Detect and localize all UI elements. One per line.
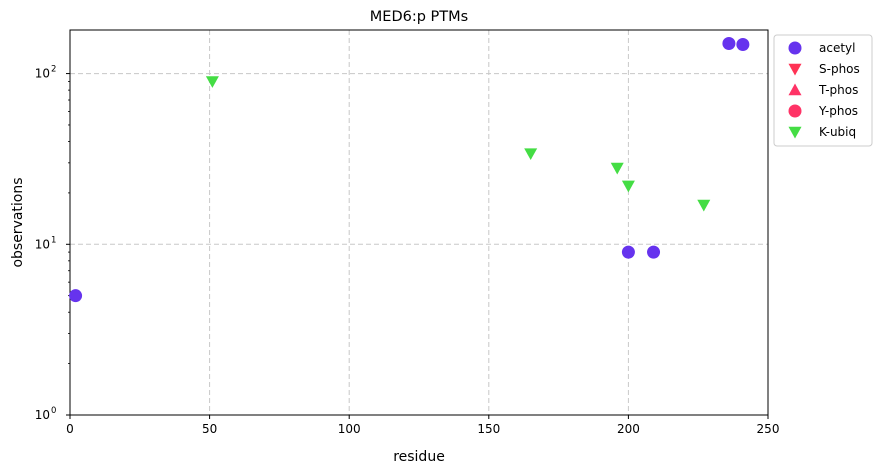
- legend-label-acetyl: acetyl: [819, 41, 855, 55]
- grid-lines: [70, 30, 768, 415]
- plot-frame: [69, 29, 769, 416]
- legend-marker-k-ubiq: [788, 126, 802, 139]
- y-tick-base: 10: [35, 408, 50, 422]
- legend: acetyl S-phos T-phos Y-phos K-ubiq: [773, 34, 873, 147]
- y-axis-label: observations: [10, 177, 26, 267]
- data-point-acetyl: [621, 245, 635, 259]
- legend-label-y-phos: Y-phos: [818, 104, 858, 118]
- data-point-k-ubiq: [621, 180, 635, 193]
- x-tick-label: 200: [617, 422, 640, 436]
- x-tick-label: 250: [757, 422, 780, 436]
- x-tick-label: 0: [66, 422, 74, 436]
- data-point-acetyl: [647, 245, 661, 259]
- data-point-k-ubiq: [610, 162, 624, 175]
- x-tick-label: 50: [202, 422, 217, 436]
- y-tick-label: 10: [35, 408, 50, 422]
- legend-label-t-phos: T-phos: [818, 83, 858, 97]
- data-point-acetyl: [736, 38, 750, 52]
- data-point-acetyl: [722, 37, 736, 51]
- legend-marker-t-phos: [788, 83, 802, 96]
- data-point-k-ubiq: [524, 148, 538, 161]
- chart-title: MED6:p PTMs: [370, 9, 468, 25]
- data-point-k-ubiq: [205, 76, 219, 88]
- legend-marker-y-phos: [788, 104, 802, 118]
- y-tick-exponent: 2: [51, 65, 56, 75]
- y-tick-label: 10: [35, 67, 50, 81]
- data-point-acetyl: [69, 289, 83, 303]
- y-tick-exponent: 0: [51, 406, 56, 416]
- legend-box: [773, 34, 873, 147]
- legend-label-k-ubiq: K-ubiq: [819, 125, 856, 139]
- legend-marker-acetyl: [788, 41, 802, 55]
- y-tick-base: 10: [35, 237, 50, 251]
- y-tick-base: 10: [35, 67, 50, 81]
- legend-label-s-phos: S-phos: [819, 62, 860, 76]
- y-tick-exponent: 1: [51, 235, 56, 245]
- x-tick-label: 150: [477, 422, 500, 436]
- data-points: [69, 37, 750, 303]
- data-point-k-ubiq: [697, 199, 711, 212]
- legend-marker-s-phos: [788, 63, 802, 76]
- y-tick-label: 10: [35, 237, 50, 251]
- x-axis-label: residue: [393, 449, 445, 465]
- x-tick-label: 100: [338, 422, 361, 436]
